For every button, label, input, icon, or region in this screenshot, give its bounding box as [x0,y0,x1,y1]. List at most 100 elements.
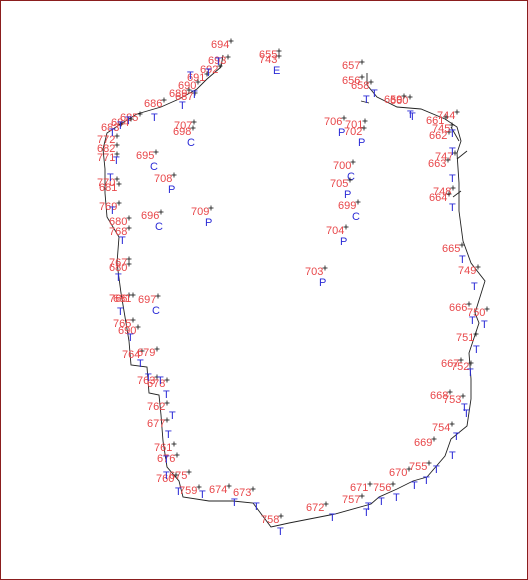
survey-point: 663 [428,157,451,170]
survey-point: 745 [432,122,455,135]
point-number: 673 [233,487,251,499]
point-code-t: T [365,501,372,513]
point-code-t: T [127,332,134,344]
point-number: 764 [122,349,140,361]
survey-point: 756 [373,481,396,494]
point-number: 683 [101,122,119,134]
point-code-t: T [179,100,186,112]
point-number: 690 [178,80,196,92]
point-number: 698 [173,126,191,138]
point-number: 757 [342,494,360,506]
point-number: 753 [443,394,461,406]
point-number: 759 [179,485,197,497]
point-number: 762 [147,401,165,413]
point-number: 681 [99,182,117,194]
point-number: 745 [432,123,450,135]
boundary-segment [452,190,462,198]
point-code-t: T [393,492,400,504]
point-number: 702 [344,126,362,138]
survey-point: 691 [187,71,210,84]
point-number: 663 [428,158,446,170]
point-number: 706 [324,116,342,128]
point-code-t: T [467,367,474,379]
survey-point: 672 [306,501,329,514]
point-number: 696 [141,210,159,222]
point-code: P [358,137,365,149]
survey-point: 764 [122,348,145,361]
survey-point: 668 [430,389,453,402]
point-number: 664 [429,192,447,204]
survey-point: 680 [109,261,132,274]
point-number: 701 [345,119,363,131]
survey-point: 692 [200,63,223,76]
point-number: 691 [187,72,205,84]
point-number: 752 [451,361,469,373]
point-number: 772 [97,134,115,146]
survey-point: 755 [409,460,432,473]
survey-point: 762 [147,400,170,413]
point-number: 704 [326,225,344,237]
point-number: 674 [209,484,227,496]
survey-point: 664 [429,191,452,204]
point-number: 671 [350,482,368,494]
point-number: 670 [389,467,407,479]
point-code: P [344,189,351,201]
survey-point: 682 [97,142,120,155]
point-number: 754 [432,422,450,434]
point-code-t: T [461,402,468,414]
point-number: 682 [97,143,115,155]
point-code-t: T [165,429,172,441]
survey-point: 677 [147,417,170,430]
survey-point: 693 [208,54,231,67]
point-code-t: T [169,410,176,422]
point-code-t: T [137,358,144,370]
survey-point: 751 [456,331,479,344]
point-number: 662 [429,130,447,142]
point-code: C [150,161,158,173]
survey-point: 658 [351,79,374,92]
point-code-t: T [191,89,198,101]
point-code-t: T [215,56,222,68]
point-number: 703 [305,266,323,278]
point-number: 686 [144,98,162,110]
point-number: 760 [156,473,174,485]
survey-point: 767 [109,256,132,269]
point-code-t: T [371,88,378,100]
survey-point: 760 [156,472,179,485]
point-number: 680 [109,262,127,274]
point-code-t: T [453,431,460,443]
survey-point: 662 [429,129,452,142]
survey-point: 670 [389,466,412,479]
point-code-t: T [459,254,466,266]
point-number: 770 [97,177,115,189]
survey-point: 681 [113,292,136,305]
point-number: 690 [118,325,136,337]
survey-point: 657 [342,59,365,72]
survey-point: 659 [384,93,407,106]
point-number: 685 [120,112,138,124]
point-number: 675 [169,470,187,482]
point-code: P [168,184,175,196]
point-number: 708 [154,173,172,185]
survey-point: 666 [449,301,472,314]
survey-point: 674 [209,483,232,496]
point-code-t: T [433,464,440,476]
point-code: C [347,171,355,183]
survey-point: 675 [169,469,192,482]
point-number: 656 [342,75,360,87]
survey-point: 686 [144,97,167,110]
point-code-t: T [407,109,414,121]
point-code: C [152,305,160,317]
point-number: 689 [169,88,187,100]
point-number: 771 [97,152,115,164]
survey-point: 769 [99,200,122,213]
point-code-t: T [423,475,430,487]
point-number: 709 [191,206,209,218]
point-code: P [338,127,345,139]
